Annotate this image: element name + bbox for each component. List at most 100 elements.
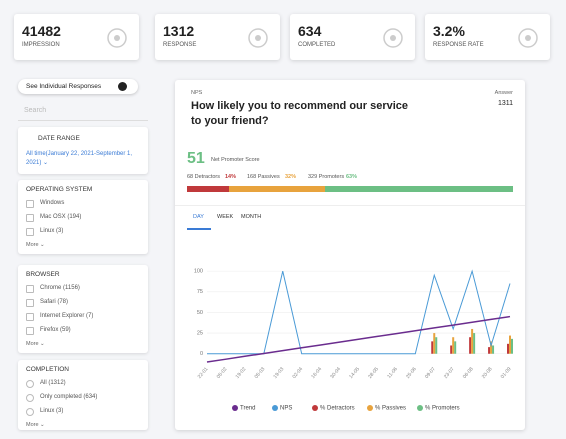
nps-bar-segment	[187, 186, 229, 192]
filter-option-checkbox[interactable]	[26, 228, 34, 236]
tab[interactable]: DAY	[193, 214, 204, 220]
legend-swatch	[272, 405, 278, 411]
filter-option-checkbox[interactable]	[26, 200, 34, 208]
legend-swatch	[232, 405, 238, 411]
filter-option-label: Internet Explorer (7)	[40, 313, 94, 319]
x-tick-label: 19-02	[235, 366, 248, 380]
filter-option-label: Safari (78)	[40, 299, 69, 305]
stat-icon	[107, 28, 127, 48]
stat-value: 1312	[163, 23, 195, 39]
legend-swatch	[312, 405, 318, 411]
individual-responses-button[interactable]: See Individual Responses	[18, 79, 138, 94]
search-underline	[18, 120, 148, 121]
bar	[507, 343, 509, 354]
stat-icon	[518, 28, 538, 48]
bar	[452, 337, 455, 354]
stat-card: 41482 IMPRESSION	[14, 14, 139, 60]
active-tab-underline	[187, 228, 211, 230]
bar	[454, 341, 457, 354]
more-link[interactable]: More ⌄	[26, 341, 45, 347]
stat-value: 634	[298, 23, 322, 39]
filter-card: COMPLETION All (1312) Only completed (634)…	[18, 360, 148, 430]
y-tick-label: 0	[200, 351, 203, 357]
legend-label: % Detractors	[320, 406, 355, 412]
filter-option-radio[interactable]	[26, 380, 34, 388]
stat-label: RESPONSE RATE	[433, 42, 484, 48]
x-tick-label: 05-02	[216, 366, 229, 380]
filter-card: OPERATING SYSTEM Windows Mac OSX (194) Linu…	[18, 180, 148, 254]
filter-option-label: Linux (3)	[40, 408, 64, 414]
x-tick-label: 28-05	[367, 366, 380, 380]
bar	[490, 341, 493, 354]
nps-group-label: 168 Passives	[247, 174, 280, 180]
filter-option-label: Windows	[40, 200, 65, 206]
filter-option-checkbox[interactable]	[26, 285, 34, 293]
x-tick-label: 25-06	[405, 366, 418, 380]
stat-value: 3.2%	[433, 23, 465, 39]
legend-label: % Passives	[375, 406, 406, 412]
x-tick-label: 05-03	[254, 366, 267, 380]
x-tick-label: 01-09	[500, 366, 513, 380]
bar	[488, 347, 491, 354]
bar	[511, 338, 513, 354]
date-range-card: DATE RANGE All time(January 22, 2021-Sept…	[18, 127, 148, 174]
search-input[interactable]: Search	[24, 107, 47, 114]
stat-label: COMPLETED	[298, 42, 336, 48]
x-tick-label: 02-04	[291, 366, 304, 380]
answer-count: 1311	[497, 100, 513, 107]
line	[206, 315, 511, 363]
x-tick-label: 09-07	[424, 366, 437, 380]
stat-label: RESPONSE	[163, 42, 197, 48]
x-tick-label: 06-08	[462, 366, 475, 380]
question-tag: NPS	[191, 90, 203, 96]
divider	[175, 205, 525, 206]
nps-group-label: 329 Promoters	[308, 174, 345, 180]
filter-title: OPERATING SYSTEM	[26, 186, 93, 193]
y-tick-label: 25	[197, 331, 203, 337]
stat-icon	[248, 28, 268, 48]
stat-label: IMPRESSION	[22, 42, 60, 48]
nps-group-label: 68 Detractors	[187, 174, 221, 180]
x-tick-label: 20-08	[481, 366, 494, 380]
y-tick-label: 50	[197, 310, 203, 316]
more-link[interactable]: More ⌄	[26, 422, 45, 428]
bar	[431, 341, 434, 354]
legend-label: Trend	[240, 406, 255, 412]
nps-group-percent: 14%	[225, 174, 237, 180]
x-tick-label: 14-05	[348, 366, 361, 380]
bar	[469, 337, 472, 354]
x-tick-label: 23-07	[443, 366, 456, 380]
y-tick-label: 100	[194, 269, 203, 275]
legend-swatch	[367, 405, 373, 411]
x-tick-label: 22-01	[197, 366, 210, 380]
filter-option-label: All (1312)	[40, 380, 66, 386]
arrow-icon	[118, 82, 127, 91]
date-range-title: DATE RANGE	[38, 135, 80, 142]
stat-value: 41482	[22, 23, 61, 39]
more-link[interactable]: More ⌄	[26, 242, 45, 248]
tab[interactable]: MONTH	[241, 214, 262, 220]
filter-option-radio[interactable]	[26, 394, 34, 402]
question-text: How likely you to recommend our service …	[191, 100, 409, 127]
nps-bar-segment	[324, 186, 513, 192]
bar	[435, 337, 438, 354]
tab[interactable]: WEEK	[217, 214, 234, 220]
answer-label: Answer	[494, 90, 513, 96]
date-range-value[interactable]: All time(January 22, 2021-September 1, 2…	[26, 151, 133, 166]
filter-option-checkbox[interactable]	[26, 313, 34, 321]
stat-card: 1312 RESPONSE	[155, 14, 280, 60]
bar	[473, 333, 476, 354]
legend-label: % Promoters	[425, 406, 460, 412]
stat-card: 3.2% RESPONSE RATE	[425, 14, 550, 60]
filter-option-radio[interactable]	[26, 408, 34, 416]
stat-icon	[383, 28, 403, 48]
x-tick-label: 16-04	[310, 366, 323, 380]
nps-group-percent: 32%	[285, 174, 297, 180]
nps-group-percent: 63%	[346, 174, 358, 180]
filter-option-checkbox[interactable]	[26, 299, 34, 307]
bar	[471, 328, 474, 354]
filter-option-checkbox[interactable]	[26, 214, 34, 222]
filter-option-label: Firefox (59)	[40, 327, 71, 333]
filter-option-checkbox[interactable]	[26, 327, 34, 335]
